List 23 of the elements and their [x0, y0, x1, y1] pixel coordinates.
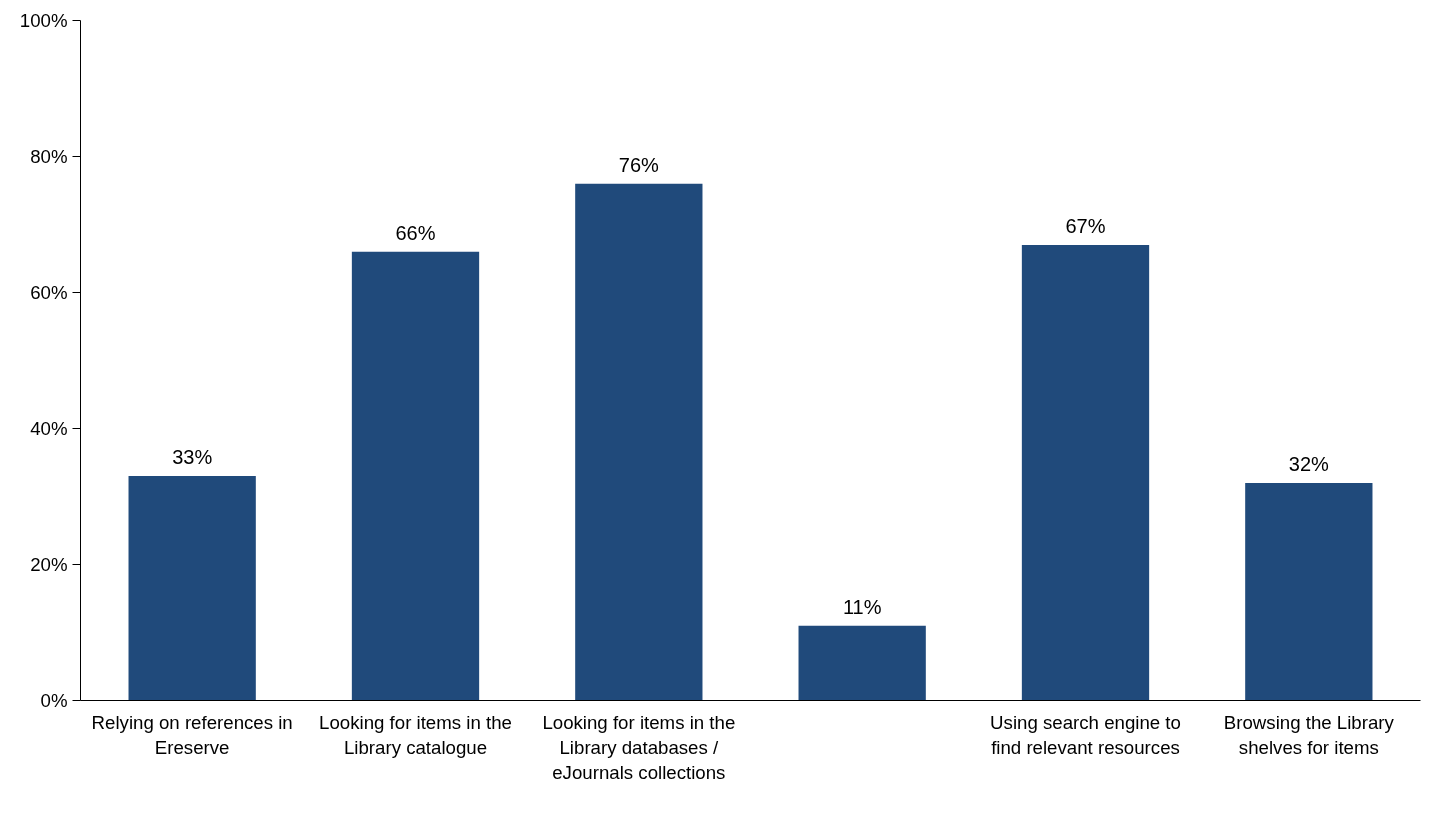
bar: [798, 625, 926, 701]
y-tick-label: 0%: [40, 690, 68, 711]
data-label: 67%: [1065, 214, 1106, 237]
data-label: 11%: [842, 595, 882, 618]
x-tick-label: Looking for items in the Library databases / eJournals collections: [542, 711, 736, 783]
y-tick-label: 100%: [19, 10, 68, 31]
x-tick-label: Looking for items in the Library catalogue: [319, 711, 512, 758]
bar: [128, 476, 256, 701]
x-tick-label: Browsing the Library shelves for items: [1223, 711, 1395, 758]
y-tick-label: 80%: [30, 146, 68, 167]
data-label: 66%: [395, 221, 436, 244]
y-tick-label: 60%: [30, 282, 68, 303]
bar: [1245, 482, 1373, 701]
y-tick-label: 20%: [30, 554, 68, 575]
bar: [351, 251, 480, 701]
x-tick-label: Relying on references in Ereserve: [91, 711, 293, 758]
bar: [575, 183, 703, 701]
bar: [1021, 244, 1150, 701]
data-label: 33%: [172, 446, 213, 469]
data-label: 76%: [618, 153, 660, 176]
y-tick-label: 40%: [30, 418, 68, 439]
x-tick-label: Using search engine to find relevant resources: [990, 711, 1181, 758]
data-label: 32%: [1288, 452, 1330, 475]
